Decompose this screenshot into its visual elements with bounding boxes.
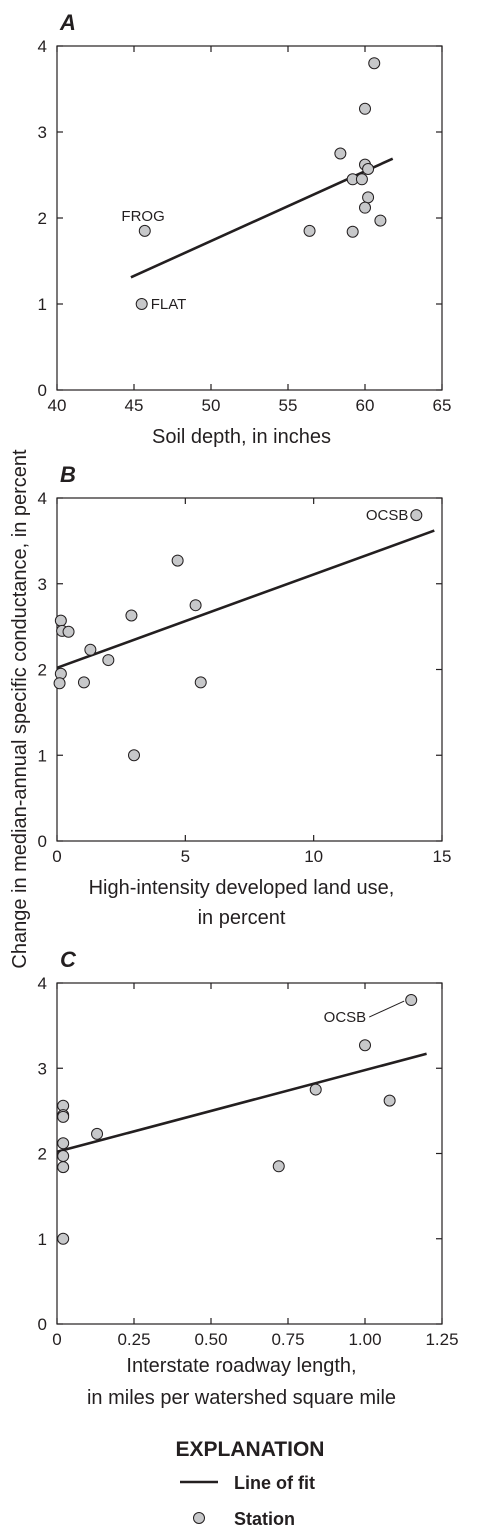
station-point-b <box>128 749 140 762</box>
station-point-c <box>359 1039 371 1052</box>
station-point-b <box>62 625 75 638</box>
station-point-c <box>57 1137 70 1150</box>
y-tick-label-a: 4 <box>38 37 47 56</box>
y-tick-label-b: 4 <box>38 489 47 508</box>
station-point-a <box>368 57 381 70</box>
x-tick-label-a: 50 <box>202 396 221 415</box>
legend-line-label: Line of fit <box>234 1473 315 1493</box>
station-point-b <box>54 614 67 627</box>
station-point-a <box>303 224 316 237</box>
station-point-c <box>57 1232 70 1245</box>
annotation-flat-a: FLAT <box>151 296 187 313</box>
fit-line-b <box>56 529 435 670</box>
station-point-a <box>135 298 148 310</box>
station-point-a <box>362 162 375 175</box>
station-point-a <box>359 102 371 115</box>
station-point-c <box>57 1150 70 1163</box>
station-point-b <box>53 677 66 690</box>
x-tick-label-b: 10 <box>304 847 323 866</box>
x-tick-label-c: 0 <box>52 1330 61 1349</box>
x-tick-label-a: 55 <box>279 396 298 415</box>
y-tick-label-b: 1 <box>38 746 47 765</box>
plot-frame-c <box>56 982 443 1325</box>
annotation-frog-a: FROG <box>121 208 164 225</box>
station-point-b <box>410 509 423 522</box>
station-point-b <box>194 676 207 689</box>
panel-letter-a: A <box>59 10 76 35</box>
x-tick-label-b: 15 <box>433 847 452 866</box>
legend-point-label: Station <box>234 1509 295 1529</box>
x-tick-label-a: 65 <box>433 396 452 415</box>
station-point-a <box>374 214 387 227</box>
x-tick-label-c: 0.75 <box>271 1330 304 1349</box>
panel-b: B 0 5 10 15 0 1 2 3 4 OCSB High-intensity developed… <box>38 462 452 929</box>
x-tick-label-c: 1.00 <box>348 1330 381 1349</box>
x-tick-label-c: 0.25 <box>117 1330 150 1349</box>
y-tick-label-c: 3 <box>38 1059 47 1078</box>
y-tick-label-c: 4 <box>38 974 47 993</box>
station-point-c <box>383 1094 396 1107</box>
y-tick-label-b: 2 <box>38 661 47 680</box>
station-point-c <box>272 1160 285 1173</box>
station-point-b <box>77 676 90 689</box>
y-tick-label-a: 3 <box>38 123 47 142</box>
station-point-a <box>138 224 151 237</box>
x-tick-label-c: 0.50 <box>194 1330 227 1349</box>
legend-point-swatch <box>193 1512 205 1524</box>
x-axis-title-a: Soil depth, in inches <box>152 426 331 448</box>
station-point-a <box>355 173 368 186</box>
x-tick-label-a: 60 <box>356 396 375 415</box>
y-tick-label-c: 0 <box>38 1315 47 1334</box>
fit-line-c <box>56 1052 427 1154</box>
annotation-leader-c <box>368 1000 405 1018</box>
x-tick-label-a: 45 <box>125 396 144 415</box>
panel-letter-c: C <box>60 947 77 972</box>
x-axis-title-b: in percent <box>198 907 286 929</box>
x-tick-label-b: 0 <box>52 847 61 866</box>
station-point-b <box>125 609 138 622</box>
x-tick-label-c: 1.25 <box>425 1330 458 1349</box>
station-point-b <box>171 554 184 567</box>
legend: EXPLANATION Line of fit Station <box>176 1438 325 1529</box>
station-point-c <box>405 994 418 1007</box>
y-tick-label-b: 0 <box>38 832 47 851</box>
panel-letter-b: B <box>60 462 76 487</box>
shared-y-axis-label: Change in median-annual specific conduct… <box>9 449 31 969</box>
station-point-b <box>102 654 115 667</box>
panel-a: A 40 45 50 55 60 65 0 1 2 3 4 FROG FLAT Soil depth, in… <box>38 10 452 448</box>
y-tick-label-b: 3 <box>38 575 47 594</box>
station-point-b <box>189 599 202 612</box>
x-axis-title-b: High-intensity developed land use, <box>89 877 395 899</box>
y-tick-label-a: 1 <box>38 295 47 314</box>
station-point-a <box>346 225 359 238</box>
station-point-c <box>91 1127 104 1140</box>
station-point-a <box>359 201 371 214</box>
y-tick-label-c: 1 <box>38 1230 47 1249</box>
legend-title: EXPLANATION <box>176 1438 325 1461</box>
y-tick-label-c: 2 <box>38 1145 47 1164</box>
y-tick-label-a: 0 <box>38 381 47 400</box>
x-tick-label-a: 40 <box>48 396 67 415</box>
panel-c: C 0 0.25 0.50 0.75 1.00 1.25 0 1 2 3 4 OCSB Interstat… <box>38 947 459 1409</box>
station-point-c <box>309 1083 322 1096</box>
station-point-c <box>57 1110 70 1123</box>
y-tick-label-a: 2 <box>38 209 47 228</box>
x-axis-title-c: in miles per watershed square mile <box>87 1387 396 1409</box>
station-point-a <box>334 147 347 160</box>
annotation-ocsb-c: OCSB <box>324 1009 367 1026</box>
x-tick-label-b: 5 <box>181 847 190 866</box>
station-point-a <box>362 191 375 204</box>
x-axis-title-c: Interstate roadway length, <box>126 1355 356 1377</box>
station-point-b <box>84 643 97 656</box>
annotation-ocsb-b: OCSB <box>366 507 409 524</box>
station-point-c <box>57 1161 70 1174</box>
